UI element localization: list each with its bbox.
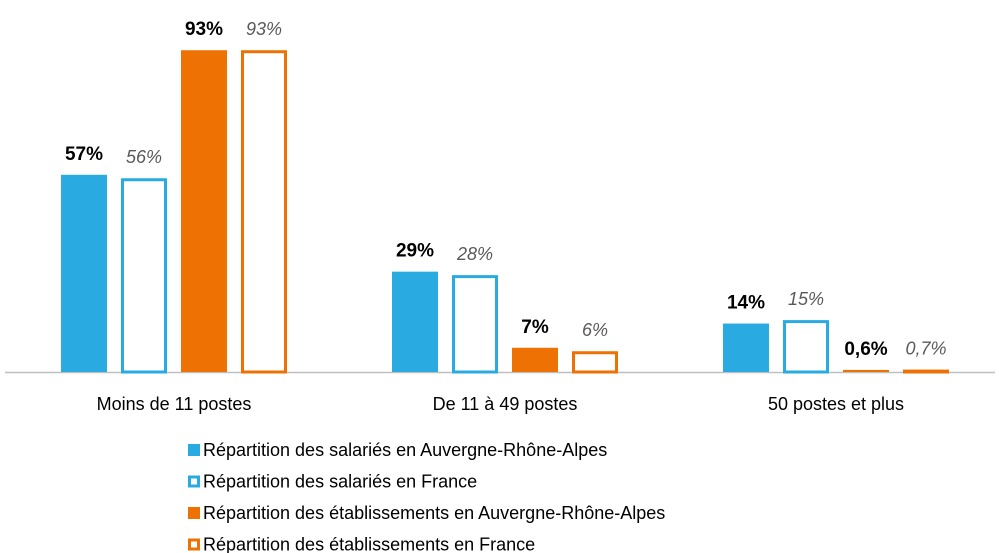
value-label: 15%: [788, 289, 824, 309]
x-tick-label: 50 postes et plus: [768, 394, 904, 414]
legend-label: Répartition des établissements en France: [203, 534, 535, 553]
legend-swatch: [188, 475, 200, 488]
bar: [241, 50, 287, 374]
value-label: 93%: [246, 19, 282, 39]
value-label: 14%: [727, 293, 765, 314]
bar: [452, 275, 498, 374]
value-label: 29%: [396, 241, 434, 262]
bar: [572, 351, 618, 374]
value-label: 0,6%: [844, 339, 887, 360]
value-label: 0,7%: [905, 338, 946, 358]
bar: [392, 271, 438, 372]
x-tick-label: Moins de 11 postes: [97, 394, 252, 414]
value-label: 56%: [126, 147, 162, 167]
legend-swatch: [188, 444, 200, 456]
value-label: 7%: [521, 317, 549, 338]
bar: [843, 369, 889, 372]
bar: [121, 178, 167, 374]
value-label: 57%: [65, 144, 103, 165]
x-tick-label: De 11 à 49 postes: [433, 394, 578, 414]
legend-label: Répartition des salariés en Auvergne-Rhô…: [203, 440, 607, 460]
value-label: 28%: [456, 244, 493, 264]
bar: [181, 50, 227, 372]
legend-swatch: [188, 538, 200, 551]
legend-swatch: [188, 507, 200, 519]
legend-label: Répartition des salariés en France: [203, 471, 477, 491]
bar: [61, 174, 107, 372]
bar: [783, 320, 829, 374]
value-label: 93%: [185, 19, 223, 40]
value-label: 6%: [582, 320, 608, 340]
bar: [903, 369, 949, 374]
bar: [512, 347, 558, 372]
legend-label: Répartition des établissements en Auverg…: [203, 503, 665, 523]
bar: [723, 323, 769, 372]
